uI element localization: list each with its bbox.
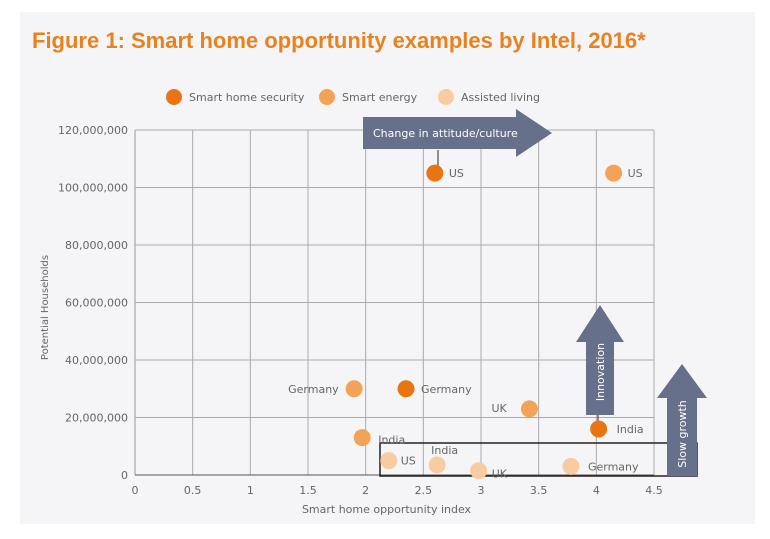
data-label: UK <box>492 468 508 481</box>
slow-growth-arrow-label: Slow growth <box>676 400 689 468</box>
x-tick-label: 0 <box>132 484 139 497</box>
innovation-arrow <box>576 305 624 415</box>
y-tick-label: 20,000,000 <box>65 412 128 425</box>
x-tick-label: 4.5 <box>645 484 663 497</box>
data-label: India <box>431 444 458 457</box>
chart-panel <box>20 12 755 524</box>
data-label: India <box>378 434 405 447</box>
x-axis-label: Smart home opportunity index <box>302 503 472 516</box>
legend-label: Smart home security <box>189 91 305 104</box>
data-point <box>380 452 398 470</box>
data-label: Germany <box>421 383 472 396</box>
data-point <box>428 456 446 474</box>
data-point <box>520 400 538 418</box>
data-point <box>590 420 608 438</box>
data-point <box>353 429 371 447</box>
legend-marker <box>438 89 454 105</box>
legend-marker <box>319 89 335 105</box>
x-tick-label: 2 <box>362 484 369 497</box>
x-tick-label: 2.5 <box>415 484 433 497</box>
data-point <box>605 164 623 182</box>
data-point <box>562 457 580 475</box>
y-tick-label: 80,000,000 <box>65 239 128 252</box>
data-point <box>397 380 415 398</box>
data-label: UK <box>491 402 507 415</box>
x-tick-label: 1 <box>247 484 254 497</box>
data-label: US <box>401 455 416 468</box>
legend-label: Assisted living <box>461 91 540 104</box>
innovation-arrow-label: Innovation <box>594 343 607 401</box>
slow-growth-arrow <box>657 364 707 476</box>
legend-label: Smart energy <box>342 91 418 104</box>
data-point <box>470 462 488 480</box>
change-arrow <box>363 109 552 157</box>
data-point <box>345 380 363 398</box>
x-tick-label: 1.5 <box>299 484 317 497</box>
x-tick-label: 3.5 <box>530 484 548 497</box>
x-tick-label: 0.5 <box>184 484 202 497</box>
chart-title: Figure 1: Smart home opportunity example… <box>32 28 646 53</box>
x-tick-label: 3 <box>478 484 485 497</box>
y-tick-label: 60,000,000 <box>65 297 128 310</box>
y-axis-label: Potential Households <box>40 255 51 360</box>
y-tick-label: 100,000,000 <box>58 182 128 195</box>
change-arrow-label: Change in attitude/culture <box>373 127 518 140</box>
data-label: Germany <box>588 460 639 473</box>
data-label: Germany <box>288 383 339 396</box>
y-tick-label: 40,000,000 <box>65 354 128 367</box>
data-point <box>426 164 444 182</box>
data-label: US <box>449 167 464 180</box>
x-tick-label: 4 <box>593 484 600 497</box>
data-label: India <box>617 423 644 436</box>
data-label: US <box>628 167 643 180</box>
y-tick-label: 0 <box>121 469 128 482</box>
y-tick-label: 120,000,000 <box>58 124 128 137</box>
legend-marker <box>166 89 182 105</box>
